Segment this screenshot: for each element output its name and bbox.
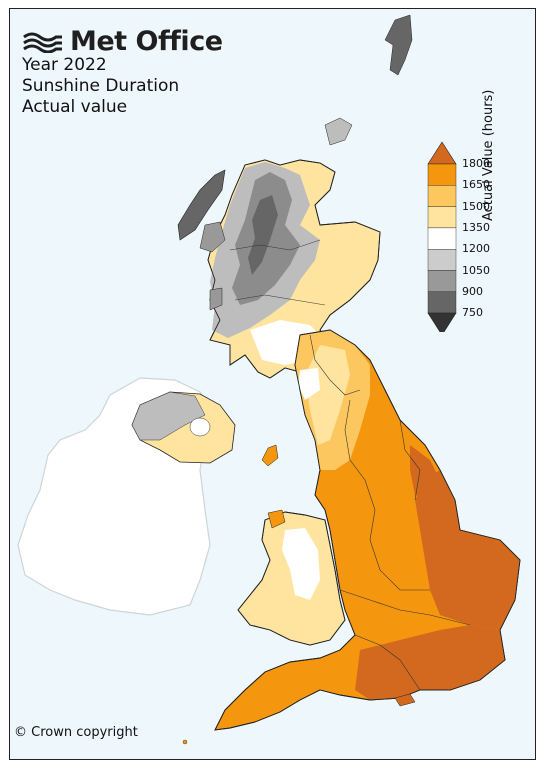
south-east: [355, 625, 505, 700]
scotland-peaks: [248, 195, 278, 275]
colorbar-extend-bottom: [427, 312, 457, 332]
colorbar-band: [427, 163, 457, 186]
colorbar-tick-label: 1650: [462, 178, 490, 192]
northern-ireland-west: [131, 391, 206, 441]
title-type: Actual value: [22, 97, 128, 117]
colorbar-band: [427, 227, 457, 250]
copyright-text: © Crown copyright: [14, 725, 138, 740]
isle-of-wight: [394, 693, 416, 707]
wales-uplands: [282, 528, 320, 600]
orkney: [324, 117, 353, 146]
title-year: Year 2022: [22, 55, 107, 75]
skye: [199, 221, 226, 253]
anglesey: [267, 509, 286, 529]
colorbar-band: [427, 291, 457, 314]
colorbar-tick-label: 1350: [462, 220, 490, 234]
colorbar-tick-label: 750: [462, 306, 483, 320]
shetland: [384, 14, 413, 76]
colorbar-extend-top: [427, 141, 457, 165]
legend-title: Actual Value (hours): [481, 89, 496, 221]
colorbar-tick-label: 900: [462, 284, 483, 298]
islay-mull: [209, 287, 223, 311]
colorbar-tick-label: 1500: [462, 199, 490, 213]
isle-of-man: [261, 444, 279, 467]
met-office-logo-icon: [23, 32, 62, 53]
colorbar-legend: 1800 1650 1500 1350 1200 1050 900 750 Actual Va…: [418, 90, 538, 332]
lake-district: [298, 368, 320, 400]
colorbar-band: [427, 185, 457, 207]
logo-text: Met Office: [70, 26, 223, 57]
colorbar-tick-label: 1050: [462, 263, 490, 277]
outer-hebrides: [177, 169, 226, 241]
colorbar-tick-label: 1800: [462, 157, 490, 170]
colorbar-band: [427, 206, 457, 229]
colorbar-tick-label: 1200: [462, 242, 490, 256]
colorbar-band: [427, 270, 457, 292]
colorbar-band: [427, 248, 457, 271]
met-office-logo: Met Office: [22, 26, 223, 57]
map-title-block: Year 2022 Sunshine Duration Actual value: [22, 55, 179, 118]
east-anglia: [415, 470, 520, 630]
colorbar: [427, 141, 457, 332]
title-variable: Sunshine Duration: [22, 76, 180, 96]
